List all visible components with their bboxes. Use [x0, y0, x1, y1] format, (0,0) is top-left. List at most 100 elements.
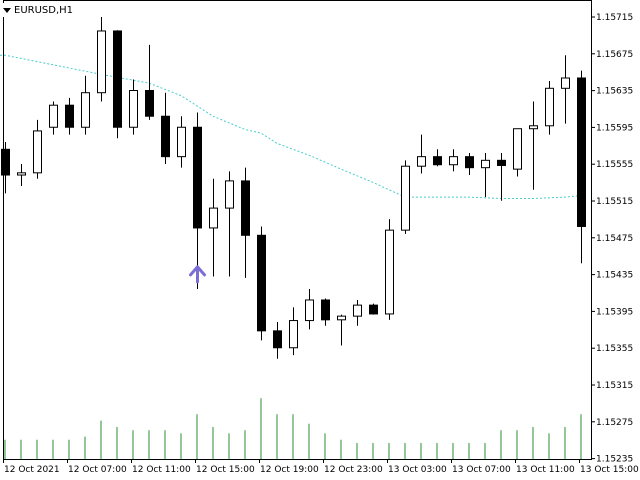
candle — [577, 70, 586, 264]
price-tick-label: 1.15315 — [596, 381, 633, 391]
candle — [465, 152, 474, 176]
candle-body — [49, 104, 58, 128]
candle-body — [369, 304, 378, 315]
candle — [449, 149, 458, 172]
candle — [113, 30, 122, 139]
time-tick-label: 13 Oct 15:00 — [580, 465, 639, 475]
candle — [1, 141, 10, 194]
price-tick-label: 1.15515 — [596, 197, 633, 207]
candle — [129, 79, 138, 135]
candle-body — [97, 30, 106, 94]
candle-body — [145, 90, 154, 117]
candle-body — [497, 159, 506, 166]
candle-body — [417, 156, 426, 167]
candle-body — [353, 304, 362, 317]
price-tick-label: 1.15675 — [596, 50, 633, 60]
candle — [17, 164, 26, 187]
time-tick-label: 13 Oct 07:00 — [452, 465, 511, 475]
price-tick-label: 1.15275 — [596, 418, 633, 428]
time-tick-label: 12 Oct 15:00 — [196, 465, 255, 475]
price-tick-label: 1.15435 — [596, 271, 633, 281]
candle-body — [273, 330, 282, 349]
candle-body — [65, 104, 74, 128]
price-tick-label: 1.15235 — [596, 455, 633, 465]
candle — [561, 55, 570, 124]
candle — [545, 80, 554, 135]
candle — [369, 303, 378, 315]
candle — [65, 97, 74, 135]
candle-body — [225, 180, 234, 209]
plot-area-frame — [3, 0, 592, 460]
dropdown-triangle-icon — [3, 7, 11, 13]
price-tick-label: 1.15635 — [596, 87, 633, 97]
candle — [305, 288, 314, 330]
time-tick-label: 12 Oct 11:00 — [132, 465, 191, 475]
candle — [241, 167, 250, 278]
candle — [337, 314, 346, 346]
price-tick-label: 1.15555 — [596, 160, 633, 170]
symbol-timeframe-label[interactable]: EURUSD,H1 — [3, 3, 74, 17]
candle — [257, 226, 266, 341]
candle-body — [577, 77, 586, 227]
candle — [401, 160, 410, 234]
candle — [161, 92, 170, 164]
candle — [273, 322, 282, 359]
candle-body — [545, 87, 554, 127]
candle — [33, 119, 42, 179]
candle-body — [321, 299, 330, 321]
candle-body — [513, 128, 522, 170]
candle-body — [177, 126, 186, 158]
price-axis[interactable]: 1.15715 1.15675 1.15635 1.15595 1.15555 1.155… — [591, 13, 633, 465]
time-tick-label: 12 Oct 2021 — [4, 465, 60, 475]
time-axis[interactable]: 12 Oct 2021 12 Oct 07:00 12 Oct 11:00 12 Oc… — [3, 459, 639, 475]
candle-body — [129, 90, 138, 128]
candle-body — [481, 159, 490, 169]
time-tick-label: 12 Oct 23:00 — [324, 465, 383, 475]
candle — [417, 134, 426, 174]
candle-body — [337, 315, 346, 321]
candle — [481, 152, 490, 198]
candle-body — [465, 156, 474, 169]
candle-body — [385, 229, 394, 315]
price-tick-label: 1.15715 — [596, 13, 633, 23]
candle — [353, 299, 362, 326]
price-tick-label: 1.15475 — [596, 234, 633, 244]
time-tick-label: 12 Oct 19:00 — [260, 465, 319, 475]
candle-body — [289, 320, 298, 349]
time-tick-label: 13 Oct 11:00 — [516, 465, 575, 475]
time-tick-label: 12 Oct 07:00 — [68, 465, 127, 475]
candle — [433, 149, 442, 167]
candle — [225, 171, 234, 277]
candle — [209, 178, 218, 277]
candle-body — [33, 130, 42, 174]
candle-body — [561, 77, 570, 89]
candle-body — [17, 172, 26, 176]
candle — [289, 307, 298, 356]
candle-body — [113, 30, 122, 128]
candle-layer — [1, 17, 586, 359]
candle-body — [529, 125, 538, 130]
candle-body — [433, 156, 442, 166]
price-tick-label: 1.15595 — [596, 123, 633, 133]
symbol-timeframe-text: EURUSD,H1 — [14, 4, 74, 16]
candle-body — [193, 126, 202, 229]
price-tick-label: 1.15355 — [596, 344, 633, 354]
candle-body — [1, 148, 10, 176]
marker-layer — [189, 265, 206, 284]
candle-body — [305, 299, 314, 322]
candle — [145, 44, 154, 120]
candle — [81, 75, 90, 135]
time-tick-label: 13 Oct 03:00 — [388, 465, 447, 475]
candle-body — [81, 92, 90, 128]
candle-body — [241, 180, 250, 236]
candle — [529, 101, 538, 190]
candle — [193, 112, 202, 289]
candle-body — [257, 234, 266, 332]
candle-body — [209, 207, 218, 229]
price-tick-label: 1.15395 — [596, 307, 633, 317]
candle — [177, 116, 186, 168]
buy-arrow-icon — [189, 265, 206, 284]
candle — [385, 219, 394, 320]
